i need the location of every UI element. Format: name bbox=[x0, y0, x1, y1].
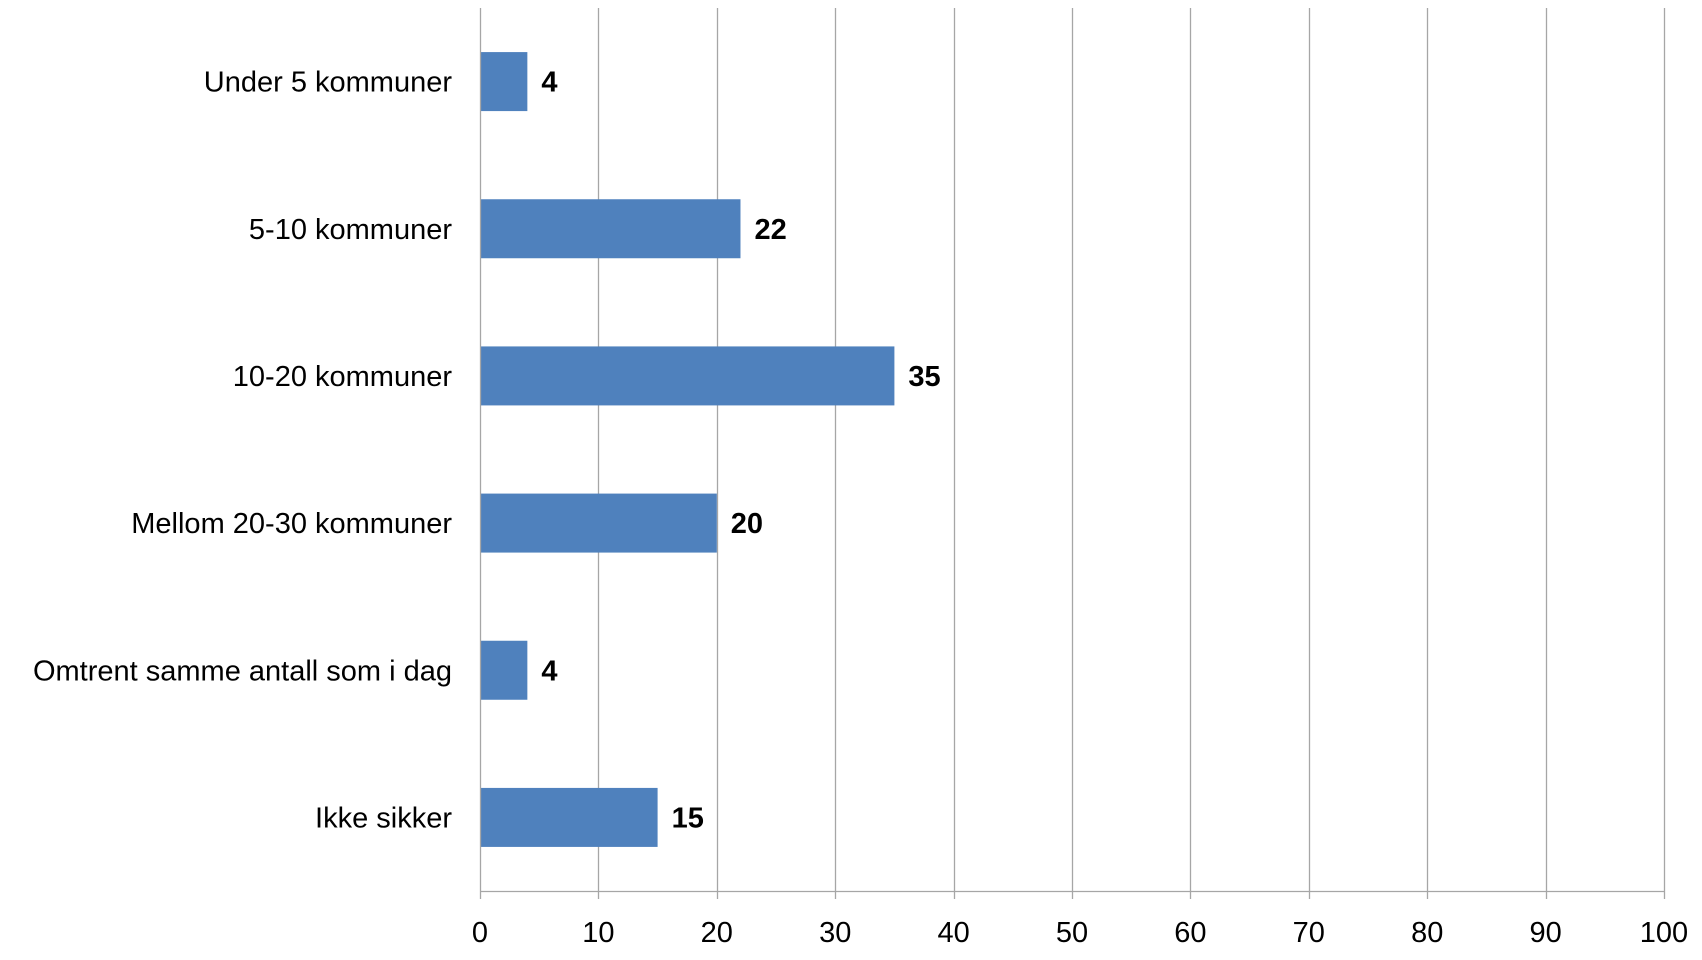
category-label: 10-20 kommuner bbox=[233, 361, 453, 393]
x-tick-label: 60 bbox=[1174, 917, 1206, 949]
x-tick-label: 10 bbox=[582, 917, 614, 949]
x-tick-label: 50 bbox=[1056, 917, 1088, 949]
bar bbox=[481, 52, 528, 112]
bar bbox=[481, 640, 528, 700]
data-label: 35 bbox=[908, 361, 940, 393]
category-label: Ikke sikker bbox=[315, 802, 452, 834]
data-label: 20 bbox=[731, 508, 763, 540]
bar bbox=[481, 346, 895, 406]
data-label: 15 bbox=[672, 802, 704, 834]
bar bbox=[481, 493, 717, 553]
x-tick-label: 70 bbox=[1293, 917, 1325, 949]
bar bbox=[481, 787, 658, 847]
x-tick-label: 20 bbox=[701, 917, 733, 949]
x-tick-label: 100 bbox=[1640, 917, 1688, 949]
labels: 0 10 20 30 40 50 60 70 80 90 100 Under 5 kommuner 4 5… bbox=[33, 67, 1688, 949]
category-label: Omtrent samme antall som i dag bbox=[33, 655, 452, 687]
bars bbox=[481, 52, 895, 847]
x-tick-label: 80 bbox=[1411, 917, 1443, 949]
x-tick-label: 0 bbox=[472, 917, 488, 949]
bar bbox=[481, 199, 741, 259]
data-label: 4 bbox=[541, 655, 557, 687]
data-label: 4 bbox=[541, 67, 557, 99]
category-label: Under 5 kommuner bbox=[204, 67, 453, 99]
gridlines bbox=[597, 8, 1666, 891]
x-tick-label: 40 bbox=[937, 917, 969, 949]
data-label: 22 bbox=[754, 214, 786, 246]
axes bbox=[479, 8, 1666, 899]
category-label: 5-10 kommuner bbox=[249, 214, 452, 246]
x-tick-label: 90 bbox=[1529, 917, 1561, 949]
category-label: Mellom 20-30 kommuner bbox=[131, 508, 452, 540]
x-tick-label: 30 bbox=[819, 917, 851, 949]
